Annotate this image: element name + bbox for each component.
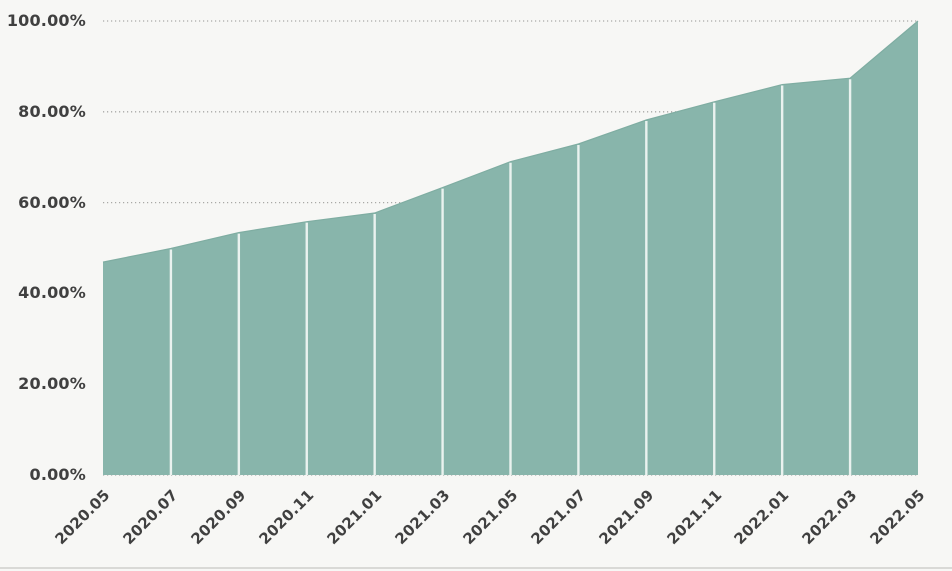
y-axis-label: 40.00% (18, 283, 86, 303)
y-axis-label: 60.00% (18, 192, 86, 212)
y-axis-label: 100.00% (6, 11, 86, 30)
y-axis-label: 80.00% (18, 101, 86, 121)
area-top-edge (102, 20, 919, 263)
y-axis-label: 20.00% (18, 374, 86, 394)
y-axis-label: 0.00% (29, 465, 86, 484)
bottom-divider (0, 567, 952, 569)
